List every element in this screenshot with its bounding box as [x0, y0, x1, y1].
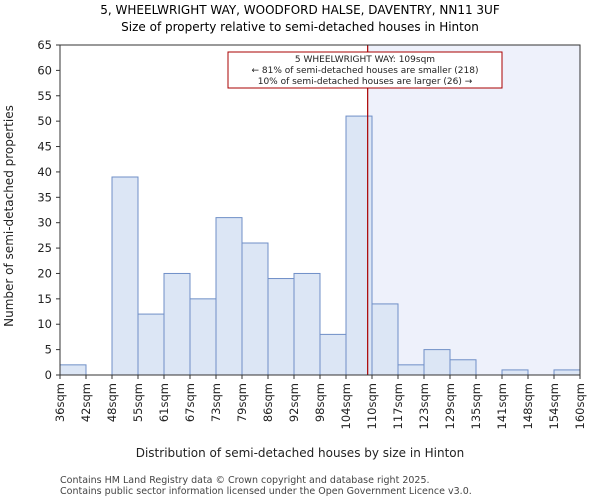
x-tick-label: 148sqm: [521, 383, 535, 429]
y-tick-label: 30: [37, 216, 52, 230]
x-tick-label: 141sqm: [495, 383, 509, 429]
footer-line1: Contains HM Land Registry data © Crown c…: [60, 475, 430, 486]
chart-title-line1: 5, WHEELWRIGHT WAY, WOODFORD HALSE, DAVE…: [100, 3, 500, 17]
larger-region-shading: [367, 45, 580, 375]
x-tick-label: 79sqm: [235, 383, 249, 422]
y-tick-label: 50: [37, 114, 52, 128]
bar-92sqm: [293, 272, 321, 376]
x-tick-label: 135sqm: [469, 383, 483, 429]
y-tick-label: 25: [37, 241, 52, 255]
y-tick-label: 0: [45, 368, 52, 382]
x-tick-label: 160sqm: [573, 383, 587, 429]
y-tick-label: 65: [37, 38, 52, 52]
annotation-box: 5 WHEELWRIGHT WAY: 109sqm ← 81% of semi-…: [227, 51, 503, 89]
y-tick-label: 15: [37, 292, 52, 306]
bar-73sqm: [215, 217, 243, 376]
y-axis-label: Number of semi-detached properties: [2, 105, 16, 327]
bar-55sqm: [137, 313, 165, 376]
bar-154sqm: [553, 369, 581, 376]
x-tick-label: 129sqm: [443, 383, 457, 429]
y-tick-label: 5: [45, 343, 52, 357]
footer-line2: Contains public sector information licen…: [60, 486, 472, 497]
bar-67sqm: [189, 298, 217, 376]
x-tick-label: 55sqm: [131, 383, 145, 422]
annotation-line3: 10% of semi-detached houses are larger (…: [258, 77, 473, 87]
bar-36sqm: [59, 364, 87, 376]
y-tick-label: 60: [37, 63, 52, 77]
x-tick-label: 110sqm: [365, 383, 379, 429]
bar-48sqm: [111, 176, 139, 376]
annotation-line1: 5 WHEELWRIGHT WAY: 109sqm: [295, 55, 435, 65]
bar-129sqm: [449, 359, 477, 376]
bar-123sqm: [423, 349, 451, 376]
x-tick-label: 36sqm: [53, 383, 67, 422]
x-tick-label: 86sqm: [261, 383, 275, 422]
chart-title-line2: Size of property relative to semi-detach…: [121, 20, 479, 34]
x-tick-label: 73sqm: [209, 383, 223, 422]
bar-86sqm: [267, 278, 295, 376]
x-tick-label: 67sqm: [183, 383, 197, 422]
x-tick-label: 48sqm: [105, 383, 119, 422]
y-tick-label: 10: [37, 317, 52, 331]
bar-61sqm: [163, 272, 191, 376]
bar-117sqm: [397, 364, 425, 376]
y-tick-label: 35: [37, 190, 52, 204]
x-tick-label: 98sqm: [313, 383, 327, 422]
x-tick-label: 104sqm: [339, 383, 353, 429]
bar-141sqm: [501, 369, 529, 376]
bar-110sqm: [371, 303, 399, 376]
bar-98sqm: [319, 333, 347, 376]
x-tick-label: 117sqm: [391, 383, 405, 429]
y-tick-label: 40: [37, 165, 52, 179]
x-tick-label: 123sqm: [417, 383, 431, 429]
bar-79sqm: [241, 242, 269, 376]
y-tick-label: 20: [37, 266, 52, 280]
x-tick-label: 154sqm: [547, 383, 561, 429]
x-axis-label: Distribution of semi-detached houses by …: [136, 446, 465, 460]
y-tick-label: 45: [37, 140, 52, 154]
y-tick-label: 55: [37, 89, 52, 103]
annotation-line2: ← 81% of semi-detached houses are smalle…: [252, 66, 479, 76]
x-tick-label: 42sqm: [79, 383, 93, 422]
x-tick-label: 61sqm: [157, 383, 171, 422]
x-tick-label: 92sqm: [287, 383, 301, 422]
